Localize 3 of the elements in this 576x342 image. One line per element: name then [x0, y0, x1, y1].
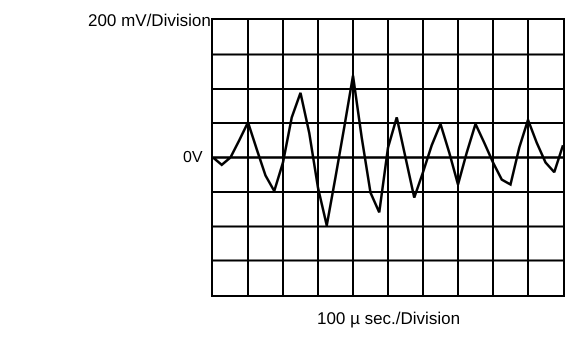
- x-axis-title: 100 µ sec./Division: [317, 309, 460, 328]
- y-axis-title: 200 mV/Division: [88, 11, 211, 30]
- ref-line-label: 0V: [183, 149, 203, 166]
